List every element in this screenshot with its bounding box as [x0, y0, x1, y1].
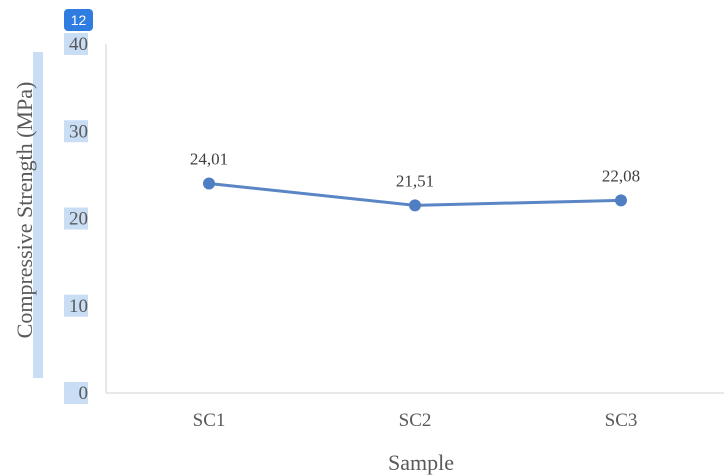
y-axis-title: Compressive Strength (MPa) [12, 82, 37, 339]
y-tick-label-0: 0 [79, 383, 89, 404]
x-tick-label-sc1: SC1 [193, 410, 226, 431]
data-label-sc3: 22,08 [602, 166, 640, 185]
y-tick-highlight-30 [64, 120, 88, 143]
series-group [203, 177, 627, 212]
y-tick-labels: 0 10 20 30 40 [69, 34, 88, 404]
x-tick-label-sc3: SC3 [605, 410, 638, 431]
y-tick-label-40: 40 [69, 34, 88, 55]
x-axis-title: Sample [388, 450, 454, 475]
y-tick-highlight-0 [64, 382, 88, 404]
y-tick-label-10: 10 [69, 296, 88, 317]
y-tick-highlight-10 [64, 294, 88, 317]
y-title-highlight [33, 52, 43, 378]
y-tick-highlight-20 [64, 207, 88, 230]
data-label-sc2: 21,51 [396, 171, 434, 190]
y-tick-highlight-40 [64, 33, 88, 55]
x-tick-label-sc2: SC2 [399, 410, 432, 431]
chart-axes [105, 44, 724, 394]
data-point-sc2 [409, 199, 421, 212]
data-point-sc1 [203, 177, 215, 190]
x-tick-labels: SC1 SC2 SC3 [193, 410, 638, 431]
y-tick-label-20: 20 [69, 209, 88, 230]
axis-label-highlights [33, 33, 88, 404]
data-labels: 24,01 21,51 22,08 [190, 150, 640, 191]
data-point-sc3 [615, 194, 627, 207]
data-label-sc1: 24,01 [190, 150, 228, 169]
y-tick-label-30: 30 [69, 121, 88, 142]
selection-count-badge: 12 [64, 9, 93, 31]
